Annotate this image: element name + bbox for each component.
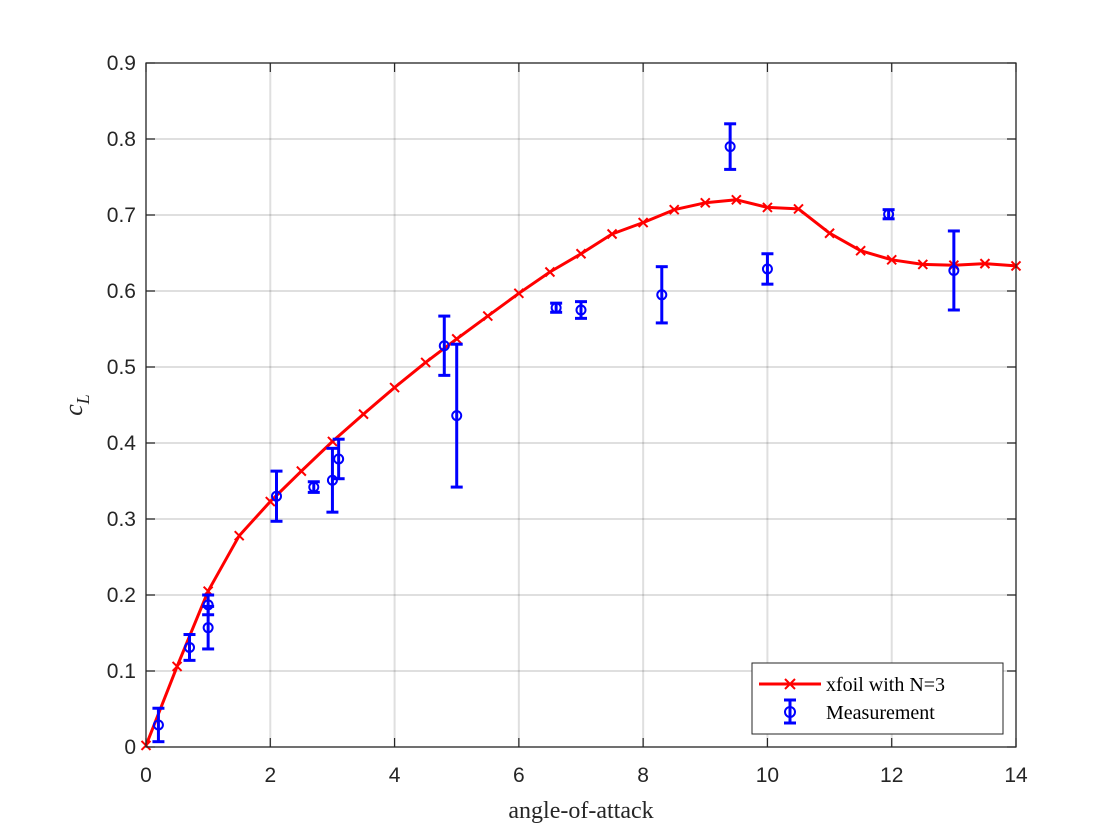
measurement-point xyxy=(270,469,283,523)
xfoil-marker xyxy=(544,266,556,278)
xfoil-marker xyxy=(886,254,897,266)
xfoil-marker xyxy=(575,248,587,259)
y-tick-label: 0.5 xyxy=(107,356,136,379)
measurement-point xyxy=(550,301,563,314)
measurement-marker xyxy=(948,264,960,276)
x-tick-label: 0 xyxy=(140,764,152,787)
measurement-marker xyxy=(271,490,282,502)
xfoil-marker xyxy=(979,258,991,269)
xfoil-marker xyxy=(606,228,618,240)
measurement-marker xyxy=(724,141,736,153)
plot-background xyxy=(146,63,1016,747)
y-tick-label: 0.4 xyxy=(107,432,137,455)
x-tick-label: 8 xyxy=(637,764,649,787)
measurement-marker xyxy=(575,304,587,316)
y-tick-label: 0.1 xyxy=(107,660,136,683)
xfoil-marker xyxy=(793,203,804,215)
xfoil-marker xyxy=(482,310,493,322)
xfoil-marker xyxy=(637,217,649,228)
measurement-point xyxy=(332,437,345,481)
measurement-marker xyxy=(451,410,463,422)
plot-frame xyxy=(145,62,1017,748)
y-tick-label: 0.9 xyxy=(107,52,136,75)
ticks xyxy=(145,62,1017,748)
measurement-marker xyxy=(326,474,338,486)
measurement-marker xyxy=(333,453,345,465)
xfoil-marker xyxy=(171,661,183,672)
measurement-point xyxy=(152,706,165,744)
xfoil-marker xyxy=(762,202,773,213)
measurement-point xyxy=(326,446,339,514)
measurement-point xyxy=(947,229,960,312)
legend-marker-xfoil xyxy=(784,678,796,690)
x-tick-label: 2 xyxy=(264,764,276,787)
measurement-marker xyxy=(152,719,164,731)
legend-swatch-measurement xyxy=(784,698,796,725)
xfoil-marker xyxy=(917,259,928,270)
measurement-marker xyxy=(202,622,214,634)
xfoil-marker xyxy=(824,228,835,239)
y-tick-label: 0.8 xyxy=(107,128,136,151)
y-tick-label: 0.2 xyxy=(107,584,136,607)
xfoil-marker xyxy=(451,333,462,345)
measurement-marker xyxy=(184,641,195,653)
measurement-point xyxy=(724,122,737,171)
x-tick-label: 12 xyxy=(880,764,903,787)
x-tick-label: 6 xyxy=(513,764,525,787)
xfoil-marker xyxy=(389,382,400,393)
xfoil-marker xyxy=(700,197,711,209)
measurement-marker xyxy=(438,340,450,352)
xfoil-marker xyxy=(358,408,369,420)
legend-label-measurement: Measurement xyxy=(826,702,935,724)
xfoil-marker xyxy=(669,204,680,215)
measurement-point xyxy=(882,208,895,221)
measurement-marker xyxy=(761,263,773,275)
measurement-marker xyxy=(308,481,320,493)
x-tick-label: 14 xyxy=(1004,764,1028,787)
measurement-point xyxy=(450,342,463,489)
measurement-marker xyxy=(550,302,562,314)
xfoil-marker xyxy=(731,194,742,206)
xfoil-marker xyxy=(296,465,307,477)
xfoil-marker xyxy=(420,357,431,368)
y-axis-title-subscript: L xyxy=(73,394,93,405)
tick-labels: 0 2 4 6 8 10 12 14 0 0.1 0.2 0.3 0.4 0.5 0.6 0.7 0.8 0.9 xyxy=(107,52,1028,787)
x-tick-label: 10 xyxy=(756,764,779,787)
measurement-point xyxy=(761,252,774,286)
measurement-point xyxy=(202,604,215,651)
x-axis-title: angle-of-attack xyxy=(508,798,653,824)
xfoil-marker xyxy=(513,288,525,299)
measurement-point xyxy=(183,633,196,662)
measurement-point xyxy=(438,314,451,377)
measurement-point xyxy=(307,480,320,494)
y-tick-label: 0.7 xyxy=(107,204,136,227)
y-tick-label: 0 xyxy=(124,736,136,759)
measurement-point xyxy=(655,265,668,325)
y-tick-label: 0.6 xyxy=(107,280,136,303)
y-axis-title-symbol: c xyxy=(59,404,88,416)
legend: xfoil with N=3 Measurement xyxy=(751,662,1004,735)
xfoil-marker xyxy=(855,245,866,256)
y-axis-title: cL xyxy=(59,394,93,416)
y-tick-label: 0.3 xyxy=(107,508,136,531)
measurement-marker xyxy=(883,208,895,220)
xfoil-marker xyxy=(234,530,245,541)
measurement-marker xyxy=(656,289,668,301)
legend-label-xfoil: xfoil with N=3 xyxy=(826,674,945,696)
measurement-point xyxy=(575,300,587,320)
x-tick-label: 4 xyxy=(389,764,401,787)
series-layer xyxy=(140,122,1022,751)
